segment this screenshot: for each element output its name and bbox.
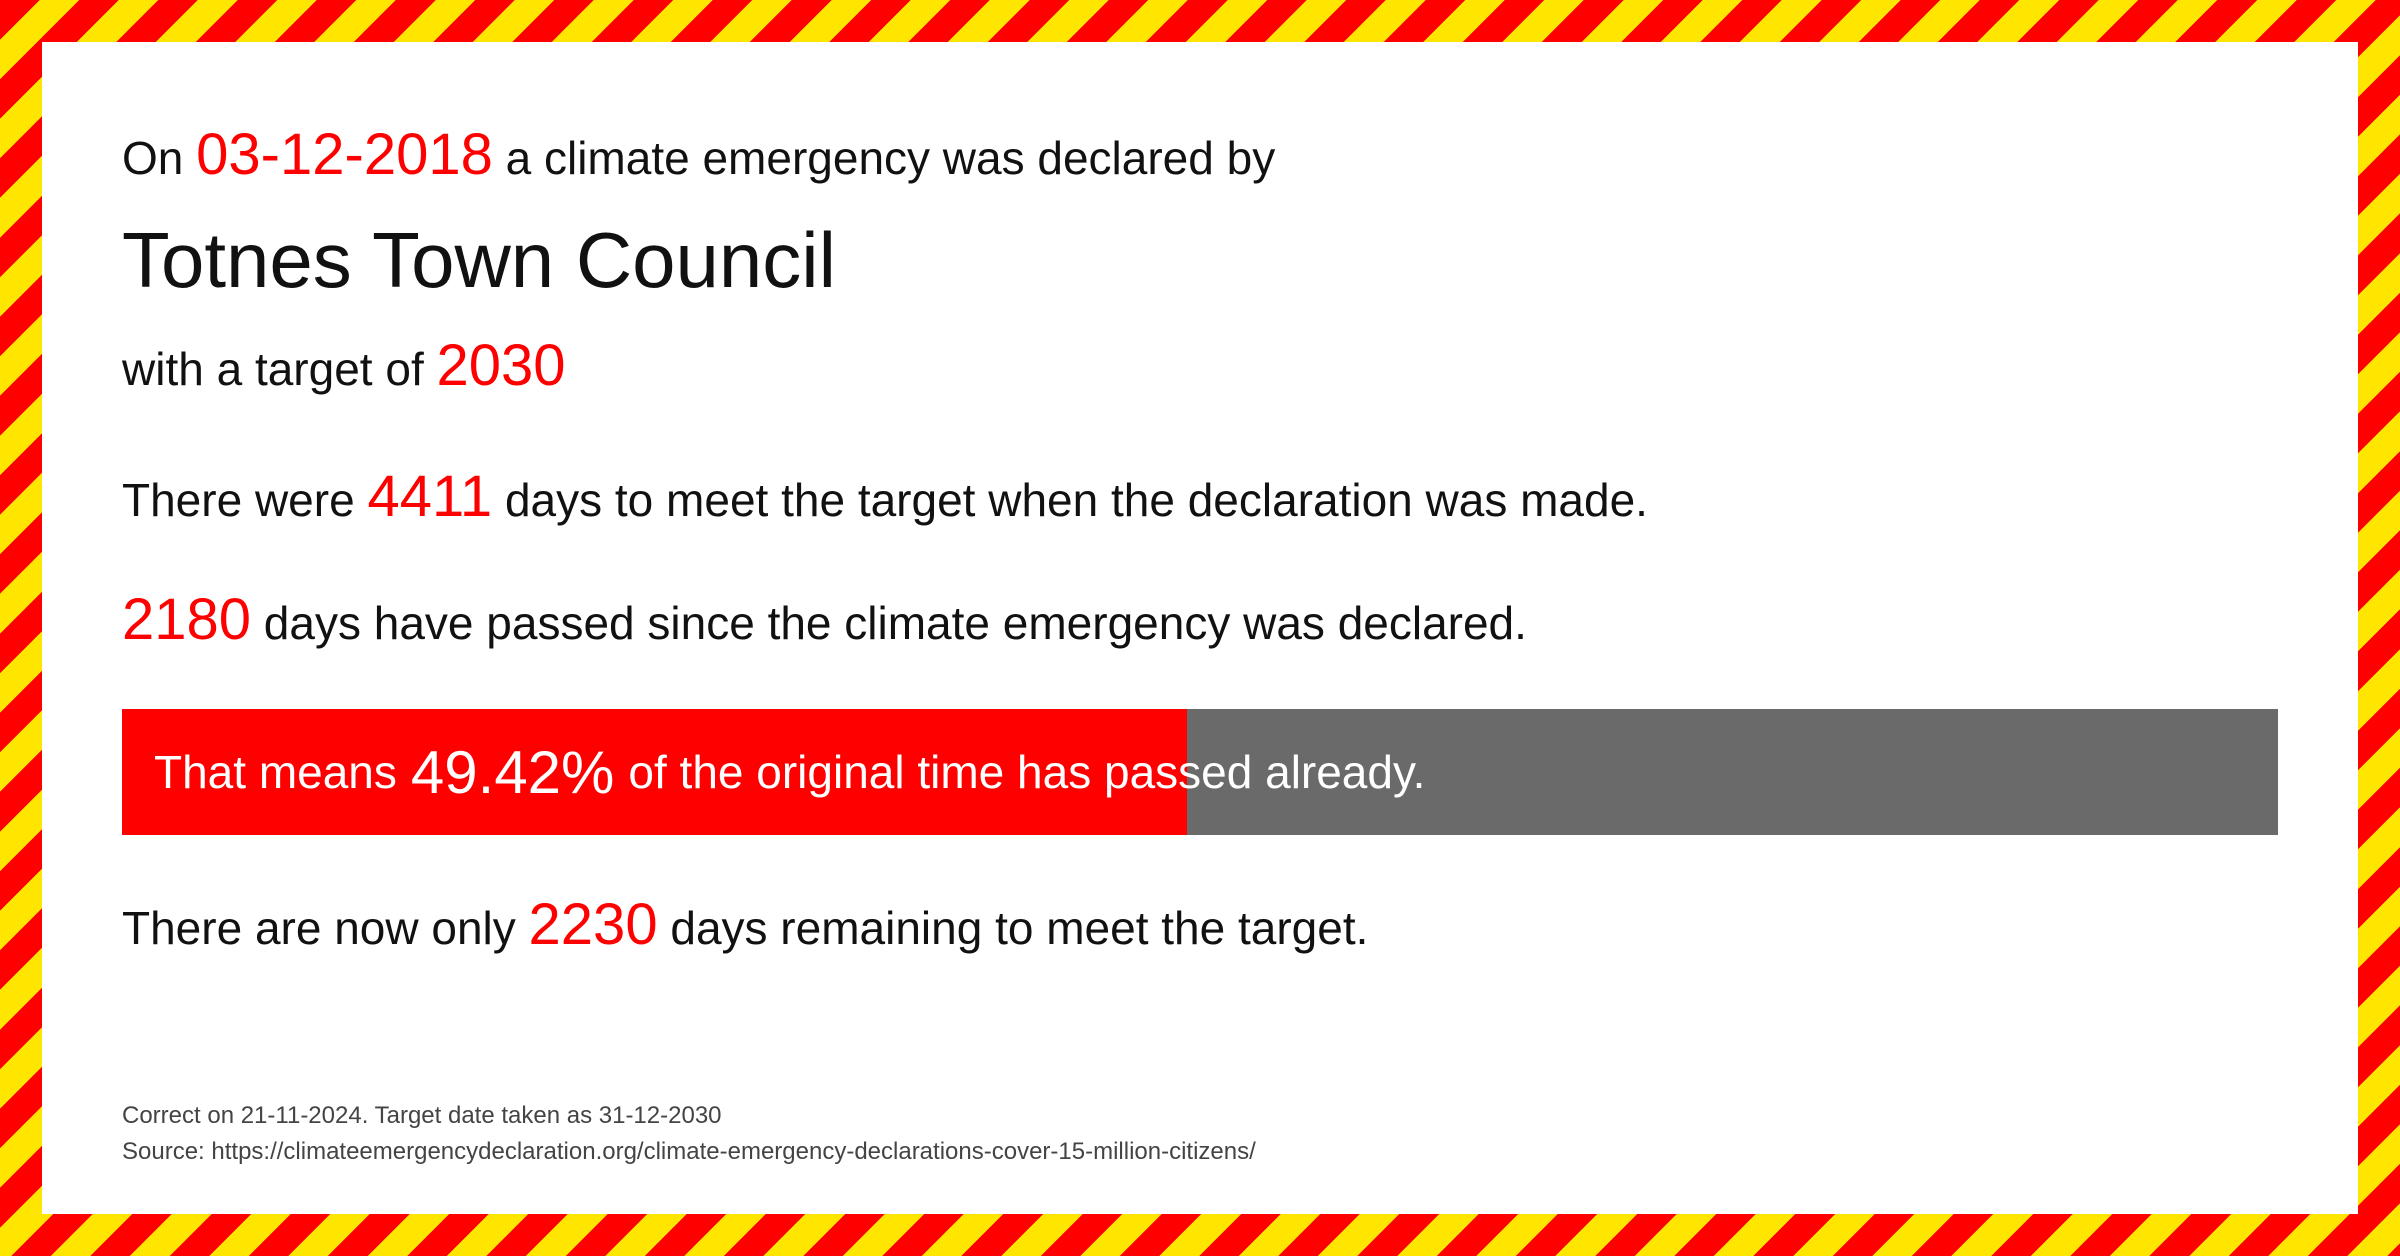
progress-prefix: That means	[154, 745, 397, 799]
footer-line-1: Correct on 21-11-2024. Target date taken…	[122, 1098, 2278, 1134]
intro-prefix: On	[122, 132, 196, 184]
target-line: with a target of 2030	[122, 332, 2278, 399]
target-year: 2030	[437, 333, 566, 398]
council-name: Totnes Town Council	[122, 215, 2278, 306]
target-prefix: with a target of	[122, 343, 437, 395]
footer-line-2: Source: https://climateemergencydeclarat…	[122, 1134, 2278, 1170]
days-remaining-value: 2230	[529, 892, 658, 957]
days-remaining-line: There are now only 2230 days remaining t…	[122, 891, 2278, 958]
days-total-line: There were 4411 days to meet the target …	[122, 463, 2278, 530]
footer: Correct on 21-11-2024. Target date taken…	[122, 1098, 2278, 1170]
content-panel: On 03-12-2018 a climate emergency was de…	[42, 42, 2358, 1214]
declaration-date: 03-12-2018	[196, 122, 493, 187]
progress-bar: That means 49.42% of the original time h…	[122, 709, 2278, 835]
days-passed-suffix: days have passed since the climate emerg…	[251, 597, 1527, 649]
days-passed-line: 2180 days have passed since the climate …	[122, 586, 2278, 653]
progress-percent: 49.42%	[411, 738, 615, 807]
intro-suffix: a climate emergency was declared by	[493, 132, 1275, 184]
progress-bar-text: That means 49.42% of the original time h…	[122, 709, 2278, 835]
days-total-value: 4411	[367, 464, 492, 529]
days-passed-value: 2180	[122, 587, 251, 652]
intro-line: On 03-12-2018 a climate emergency was de…	[122, 114, 2278, 195]
progress-suffix: of the original time has passed already.	[628, 745, 1425, 799]
days-remaining-suffix: days remaining to meet the target.	[658, 902, 1369, 954]
days-total-prefix: There were	[122, 474, 367, 526]
hazard-border: On 03-12-2018 a climate emergency was de…	[0, 0, 2400, 1256]
days-total-suffix: days to meet the target when the declara…	[492, 474, 1648, 526]
days-remaining-prefix: There are now only	[122, 902, 529, 954]
